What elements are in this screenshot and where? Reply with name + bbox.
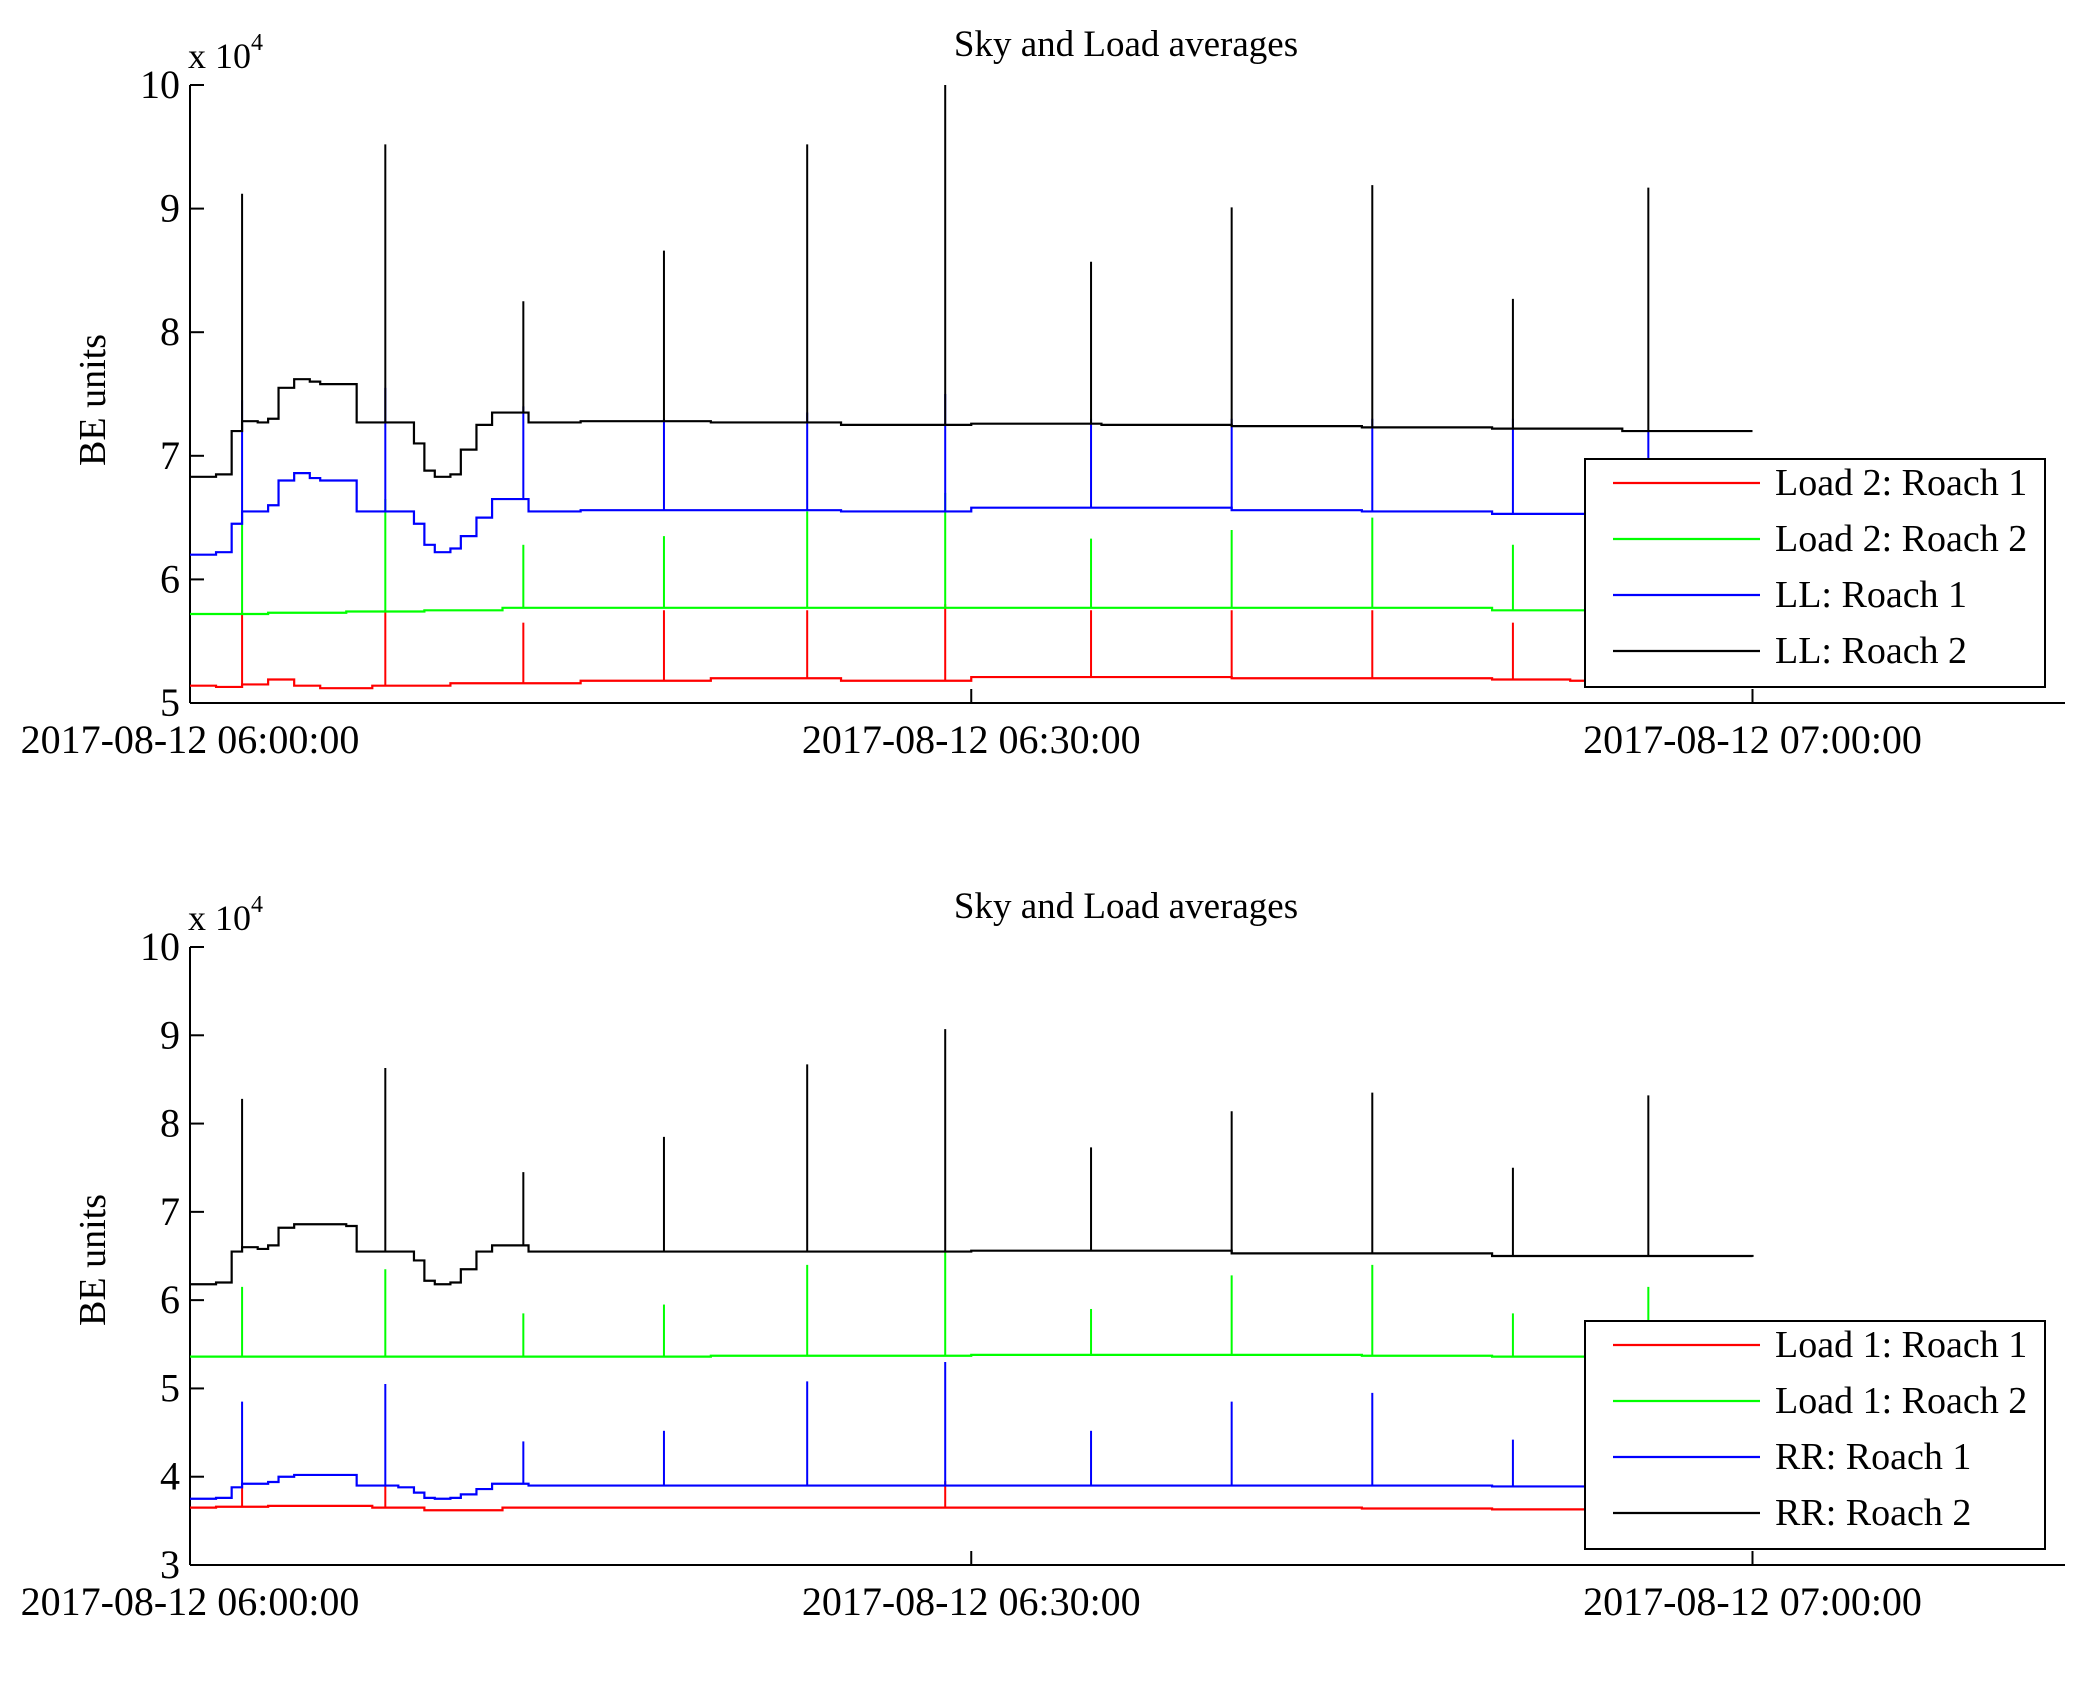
series-line — [190, 1473, 1754, 1500]
x-tick-label: 2017-08-12 07:00:00 — [1583, 1579, 1922, 1624]
y-tick-label: 5 — [160, 680, 180, 725]
legend-label: Load 1: Roach 2 — [1775, 1380, 2027, 1422]
legend-label: Load 1: Roach 1 — [1775, 1324, 2027, 1366]
legend-label: RR: Roach 1 — [1775, 1436, 1971, 1478]
y-tick-label: 8 — [160, 309, 180, 354]
y-tick-label: 7 — [160, 1189, 180, 1234]
series-line — [190, 378, 1753, 478]
y-tick-label: 10 — [140, 924, 180, 969]
x-tick-label: 2017-08-12 06:30:00 — [802, 1579, 1141, 1624]
y-tick-label: 4 — [160, 1454, 180, 1499]
legend-label: RR: Roach 2 — [1775, 1492, 1971, 1534]
y-tick-label: 6 — [160, 1277, 180, 1322]
y-tick-label: 7 — [160, 433, 180, 478]
series-line — [190, 1223, 1754, 1286]
y-axis-multiplier-exponent: 4 — [251, 30, 263, 56]
y-axis-label: BE units — [72, 1194, 114, 1326]
chart-panel-top: Sky and Load averages x 104 BE units 5 6 7… — [21, 24, 2065, 762]
chart-title: Sky and Load averages — [954, 886, 1298, 927]
y-tick-label: 3 — [160, 1542, 180, 1587]
y-axis-multiplier-base: x 10 — [188, 36, 251, 76]
y-tick-label: 9 — [160, 1012, 180, 1057]
series-load-2-roach-2 — [190, 492, 1753, 616]
series-ll-roach-2 — [190, 85, 1753, 478]
plot-area: 3 4 5 6 7 8 9 10 2017-08-12 06:00:00 2017-08-12 0… — [21, 924, 2065, 1624]
y-tick-label: 10 — [140, 62, 180, 107]
legend-label: Load 2: Roach 2 — [1775, 518, 2027, 560]
x-tick-label: 2017-08-12 06:00:00 — [21, 717, 360, 762]
y-tick-label: 9 — [160, 186, 180, 231]
series-load-1-roach-2 — [190, 1251, 1753, 1358]
y-tick-label: 5 — [160, 1365, 180, 1410]
x-tick-label: 2017-08-12 06:30:00 — [802, 717, 1141, 762]
series-line — [190, 472, 1753, 556]
legend-box — [1584, 1320, 2046, 1550]
legend-label: LL: Roach 1 — [1775, 574, 1967, 616]
y-tick-label: 8 — [160, 1101, 180, 1146]
x-tick-label: 2017-08-12 06:00:00 — [21, 1579, 360, 1624]
plot-area: 5 6 7 8 9 10 2017-08-12 06:00:00 2017-08-12 06:… — [21, 62, 2065, 762]
y-tick-label: 6 — [160, 556, 180, 601]
series-line — [190, 606, 1753, 616]
legend-label: LL: Roach 2 — [1775, 630, 1967, 672]
series-line — [190, 1504, 1753, 1512]
series-rr-roach-2 — [190, 1029, 1754, 1286]
x-tick-label: 2017-08-12 07:00:00 — [1583, 717, 1922, 762]
chart-title: Sky and Load averages — [954, 24, 1298, 65]
y-axis-multiplier: x 104 — [188, 892, 263, 938]
legend-box — [1584, 458, 2046, 688]
series-load-1-roach-1 — [190, 1481, 1753, 1512]
chart-panel-bottom: Sky and Load averages x 104 BE units 345… — [21, 886, 2065, 1624]
y-axis-multiplier: x 104 — [188, 30, 263, 76]
series-rr-roach-1 — [190, 1361, 1754, 1500]
y-axis-multiplier-base: x 10 — [188, 898, 251, 938]
y-axis-label: BE units — [72, 334, 114, 466]
legend: Load 1: Roach 1 Load 1: Roach 2 RR: Roach … — [1584, 1320, 2046, 1550]
legend: Load 2: Roach 1 Load 2: Roach 2 LL: Roach … — [1584, 458, 2046, 688]
y-axis-multiplier-exponent: 4 — [251, 892, 263, 918]
legend-label: Load 2: Roach 1 — [1775, 462, 2027, 504]
